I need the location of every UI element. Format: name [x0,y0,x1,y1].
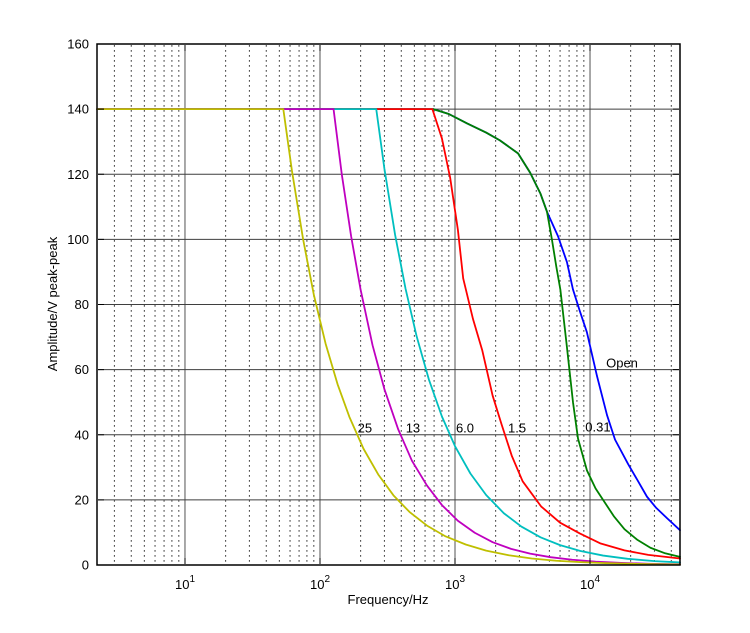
x-tick-label: 102 [310,574,330,592]
x-tick-label: 104 [580,574,600,592]
y-tick-label: 100 [67,232,89,247]
y-tick-label: 80 [75,297,89,312]
curve-13 [96,108,681,566]
curve-0-31 [96,108,681,558]
curve-label-open: Open [606,356,638,371]
curve-25 [96,108,681,566]
y-tick-label: 140 [67,102,89,117]
x-tick-label: 101 [175,574,195,592]
curve-label-13: 13 [406,420,420,435]
x-tick-label: 103 [445,574,465,592]
plot-border [96,43,681,566]
y-tick-label: 160 [67,37,89,52]
curve-label-1-5: 1.5 [508,420,526,435]
y-axis-label: Amplitude/V peak-peak [45,236,60,371]
y-tick-label: 60 [75,362,89,377]
curve-label-0-31: 0.31 [585,419,610,434]
ticklabel-layer: 0 20 40 60 80 100 120 140 160 101 102 103 104 [67,37,600,593]
curve-label-25: 25 [358,420,372,435]
curve-layer [96,108,681,566]
x-axis-label: Frequency/Hz [348,592,429,607]
curve-1-5 [96,108,681,560]
y-tick-label: 40 [75,427,89,442]
curve-label-6-0: 6.0 [456,420,474,435]
annotation-layer: Open 0.31 1.5 6.0 13 25 [358,356,638,436]
y-tick-label: 20 [75,492,89,507]
grid-layer [98,45,679,564]
y-tick-label: 0 [82,558,89,573]
tickmark-layer [98,43,679,566]
y-tick-label: 120 [67,167,89,182]
curve-6-0 [96,108,681,564]
